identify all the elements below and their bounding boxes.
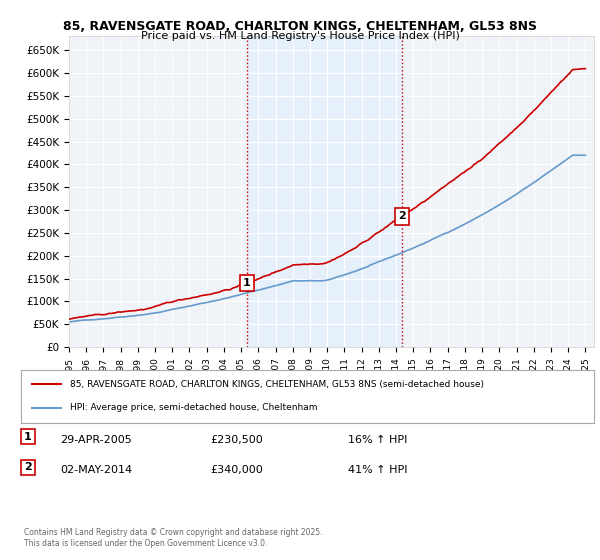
Text: 2: 2 [398,212,406,221]
Text: £340,000: £340,000 [210,465,263,475]
Text: 16% ↑ HPI: 16% ↑ HPI [348,435,407,445]
Text: 85, RAVENSGATE ROAD, CHARLTON KINGS, CHELTENHAM, GL53 8NS: 85, RAVENSGATE ROAD, CHARLTON KINGS, CHE… [63,20,537,32]
Bar [247,36,402,347]
Text: 29-APR-2005: 29-APR-2005 [60,435,132,445]
Text: 1: 1 [24,432,32,442]
Text: 1: 1 [243,278,251,288]
Text: Contains HM Land Registry data © Crown copyright and database right 2025.
This d: Contains HM Land Registry data © Crown c… [24,528,323,548]
Text: £230,500: £230,500 [210,435,263,445]
Text: 41% ↑ HPI: 41% ↑ HPI [348,465,407,475]
Text: HPI: Average price, semi-detached house, Cheltenham: HPI: Average price, semi-detached house,… [70,403,317,412]
Text: 85, RAVENSGATE ROAD, CHARLTON KINGS, CHELTENHAM, GL53 8NS (semi-detached house): 85, RAVENSGATE ROAD, CHARLTON KINGS, CHE… [70,380,484,389]
Text: 02-MAY-2014: 02-MAY-2014 [60,465,132,475]
Text: 2: 2 [24,463,32,473]
Text: Price paid vs. HM Land Registry's House Price Index (HPI): Price paid vs. HM Land Registry's House … [140,31,460,41]
